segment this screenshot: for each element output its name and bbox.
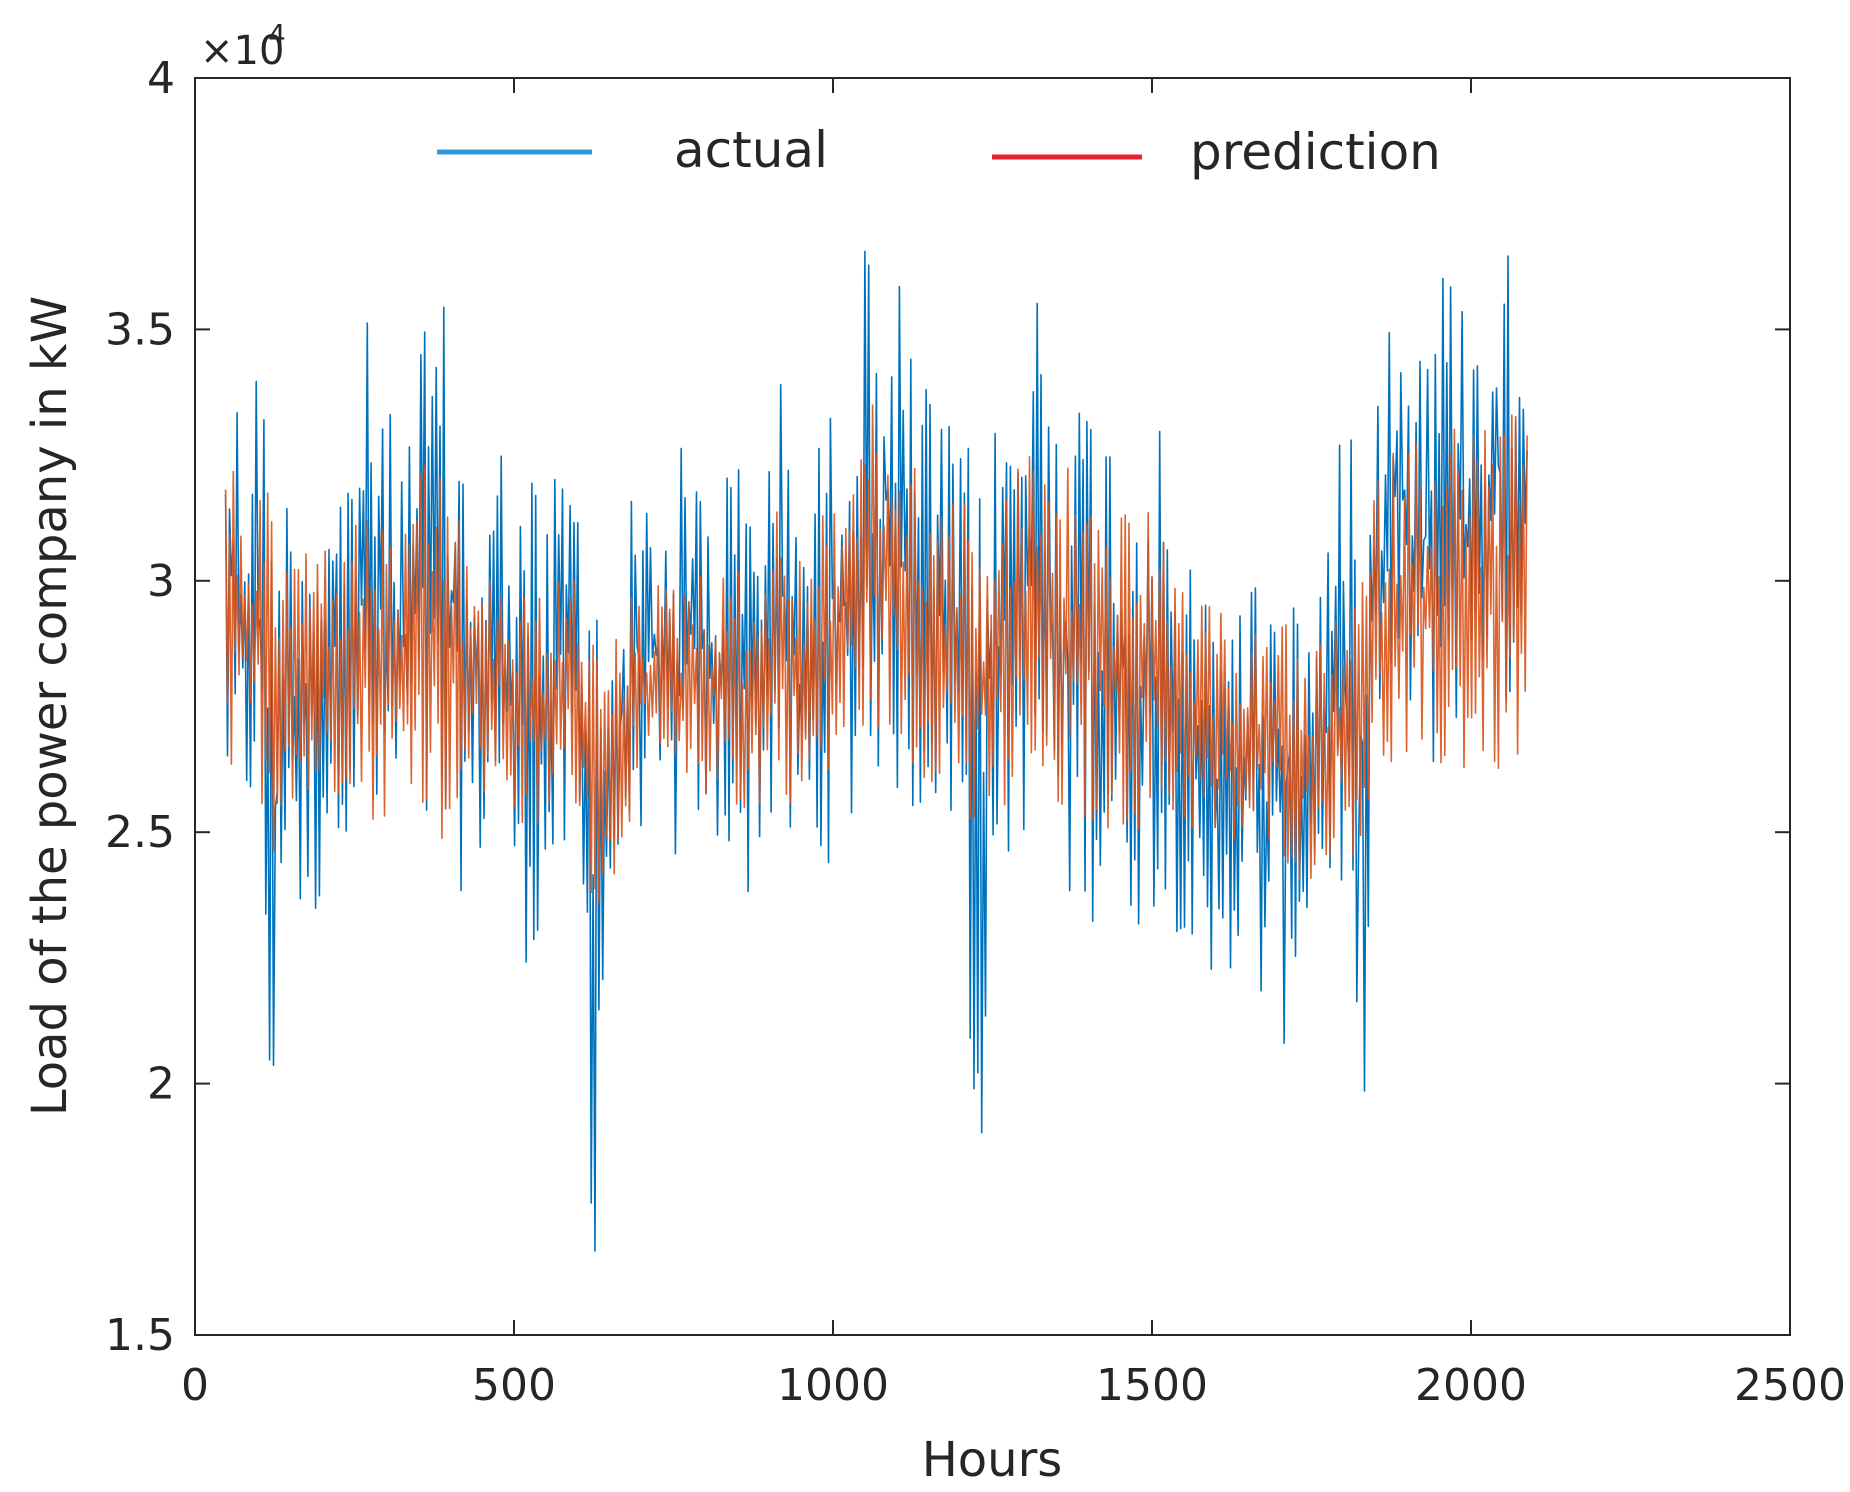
- x-tick-label: 2000: [1415, 1360, 1527, 1411]
- y-multiplier-exponent: 4: [268, 18, 286, 51]
- plot-area-frame: [194, 77, 1791, 1336]
- y-axis-title: Load of the power company in kW: [22, 296, 78, 1116]
- legend: actual prediction: [437, 121, 1441, 181]
- y-tick-label: 2.5: [105, 807, 175, 858]
- y-tick-label: 2: [147, 1059, 175, 1110]
- x-axis-title: Hours: [922, 1432, 1063, 1488]
- series-line-actual: [224, 250, 1528, 1252]
- y-tick-label: 1.5: [105, 1310, 175, 1361]
- series-layer: [224, 250, 1528, 1252]
- tick-layer: 0 500 1000 1500 2000 2500 1.5 2 2.5 3 3.5 4: [105, 53, 1846, 1411]
- y-tick-label: 4: [147, 53, 175, 104]
- x-tick-label: 1000: [777, 1360, 889, 1411]
- x-tick-label: 500: [472, 1360, 556, 1411]
- legend-label-actual: actual: [674, 121, 828, 179]
- x-tick-label: 0: [181, 1360, 209, 1411]
- y-tick-label: 3: [147, 556, 175, 607]
- legend-label-prediction: prediction: [1190, 123, 1441, 181]
- y-tick-label: 3.5: [105, 304, 175, 355]
- x-tick-label: 1500: [1096, 1360, 1208, 1411]
- x-tick-label: 2500: [1734, 1360, 1846, 1411]
- series-line-prediction: [224, 404, 1528, 904]
- y-multiplier-label: ×10: [200, 28, 284, 74]
